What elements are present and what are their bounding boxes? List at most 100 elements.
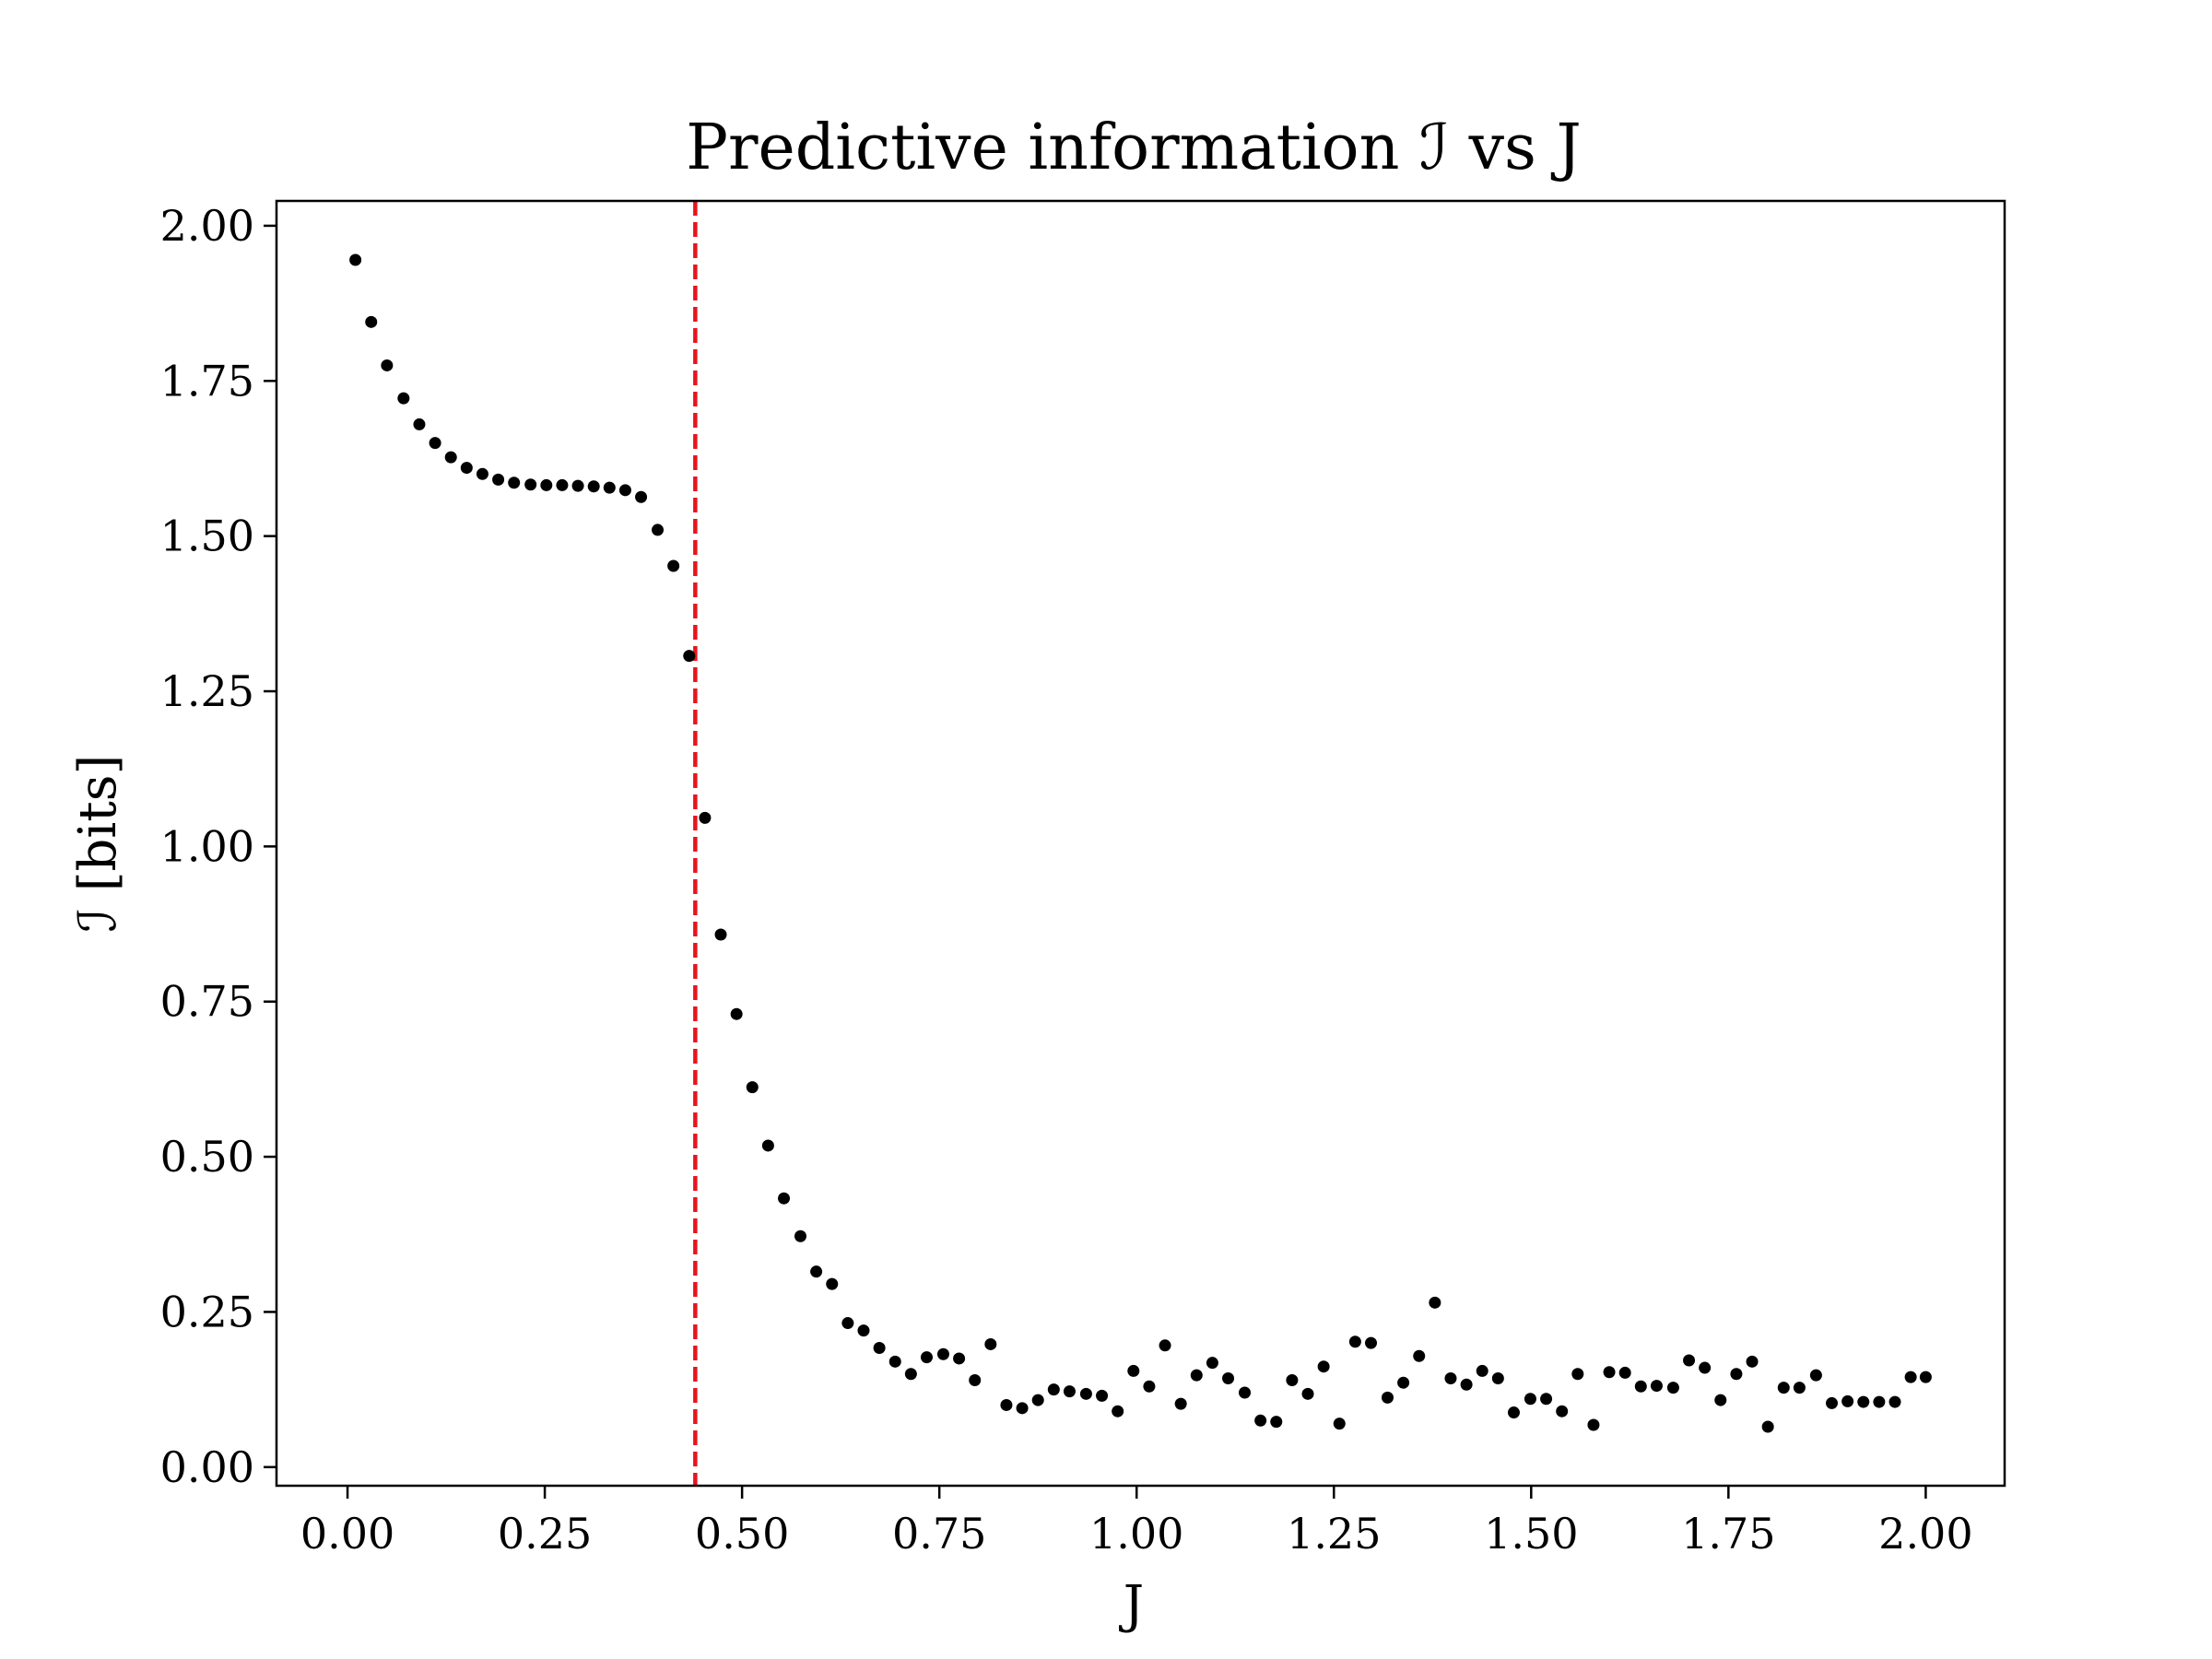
data-point [873, 1341, 886, 1354]
data-point [1063, 1385, 1076, 1398]
data-point [1857, 1395, 1870, 1408]
data-point [603, 481, 616, 494]
data-point [508, 477, 521, 489]
data-point [1206, 1357, 1218, 1370]
data-point [635, 490, 648, 503]
data-point [1841, 1394, 1854, 1407]
data-point [1491, 1371, 1504, 1384]
data-point [953, 1352, 966, 1365]
data-point [1333, 1418, 1346, 1430]
x-axis-label: J [1119, 1575, 1144, 1635]
x-tick-label: 1.50 [1484, 1509, 1578, 1559]
data-point [1159, 1339, 1171, 1352]
data-point [1904, 1371, 1917, 1383]
data-point [904, 1368, 917, 1381]
data-point [397, 392, 410, 405]
data-point [857, 1324, 870, 1337]
data-point [1809, 1369, 1822, 1382]
data-point [524, 478, 537, 491]
data-point [1919, 1371, 1932, 1383]
data-point [746, 1081, 759, 1094]
data-point [1413, 1349, 1426, 1362]
y-tick-label: 0.00 [160, 1442, 254, 1492]
data-point [667, 559, 680, 572]
data-point [794, 1230, 806, 1242]
data-point [460, 462, 473, 475]
data-point [1016, 1402, 1029, 1415]
data-point [1096, 1389, 1109, 1402]
data-point [699, 811, 712, 824]
y-tick-label: 1.25 [160, 666, 254, 716]
data-point [1714, 1394, 1727, 1406]
data-point [1746, 1355, 1759, 1368]
x-tick-label: 0.50 [695, 1509, 789, 1559]
data-point [714, 928, 727, 941]
data-point [1761, 1420, 1774, 1433]
data-point [1777, 1382, 1790, 1394]
data-point [1047, 1383, 1060, 1396]
data-point [730, 1007, 743, 1020]
data-point [1254, 1414, 1267, 1427]
y-tick-label: 0.75 [160, 977, 254, 1027]
data-point [1365, 1336, 1377, 1349]
x-tick-label: 1.00 [1089, 1509, 1183, 1559]
x-tick-label: 0.00 [300, 1509, 394, 1559]
data-point [1699, 1361, 1712, 1374]
data-point [984, 1337, 997, 1350]
data-point [888, 1355, 901, 1368]
data-point [618, 484, 631, 497]
x-tick-label: 0.75 [892, 1509, 986, 1559]
data-point [920, 1351, 933, 1364]
data-point [652, 524, 665, 536]
data-point [1556, 1405, 1569, 1418]
data-point [1444, 1371, 1457, 1384]
data-point [1079, 1387, 1092, 1400]
data-point [492, 473, 505, 486]
data-point [936, 1347, 949, 1360]
data-point [587, 480, 600, 493]
data-point [1143, 1380, 1156, 1393]
data-point [1190, 1369, 1203, 1382]
data-point [778, 1192, 791, 1205]
data-point [1460, 1378, 1473, 1391]
data-point [444, 451, 457, 464]
data-point [476, 467, 488, 480]
data-point [1270, 1416, 1283, 1429]
y-axis-label: ℐ [bits] [68, 755, 128, 933]
data-point [429, 437, 441, 450]
x-tick-label: 1.75 [1681, 1509, 1775, 1559]
x-tick-label: 2.00 [1878, 1509, 1972, 1559]
chart-title: Predictive information ℐ vs J [686, 112, 1582, 184]
y-tick-label: 2.00 [160, 201, 254, 251]
data-point [1031, 1394, 1044, 1406]
data-point [1571, 1368, 1584, 1381]
data-point [1730, 1368, 1743, 1381]
y-tick-label: 0.25 [160, 1287, 254, 1336]
data-point [1793, 1382, 1806, 1394]
data-point [1317, 1360, 1330, 1373]
data-point [1222, 1371, 1235, 1384]
data-point [540, 478, 553, 491]
data-point [1429, 1296, 1441, 1309]
data-point [1618, 1366, 1631, 1379]
plot-area: 0.00 0.25 0.50 0.75 1.00 1.25 1.50 1.75 2.00 0.00… [160, 199, 2006, 1559]
y-tick-label: 1.00 [160, 821, 254, 871]
data-point [1826, 1396, 1838, 1409]
data-point [1381, 1391, 1394, 1404]
data-point [1888, 1395, 1901, 1408]
data-point [1540, 1393, 1553, 1406]
x-tick-label: 0.25 [498, 1509, 592, 1559]
data-point [1873, 1395, 1886, 1408]
data-point [1666, 1382, 1679, 1394]
axes-frame [275, 199, 2006, 1488]
data-point [1174, 1397, 1187, 1410]
data-point [1650, 1380, 1663, 1393]
data-point [1634, 1380, 1647, 1393]
y-tick-label: 1.75 [160, 356, 254, 406]
data-point [761, 1139, 774, 1152]
data-point [1239, 1386, 1252, 1399]
y-tick-label: 0.50 [160, 1132, 254, 1182]
data-point [1476, 1364, 1488, 1377]
